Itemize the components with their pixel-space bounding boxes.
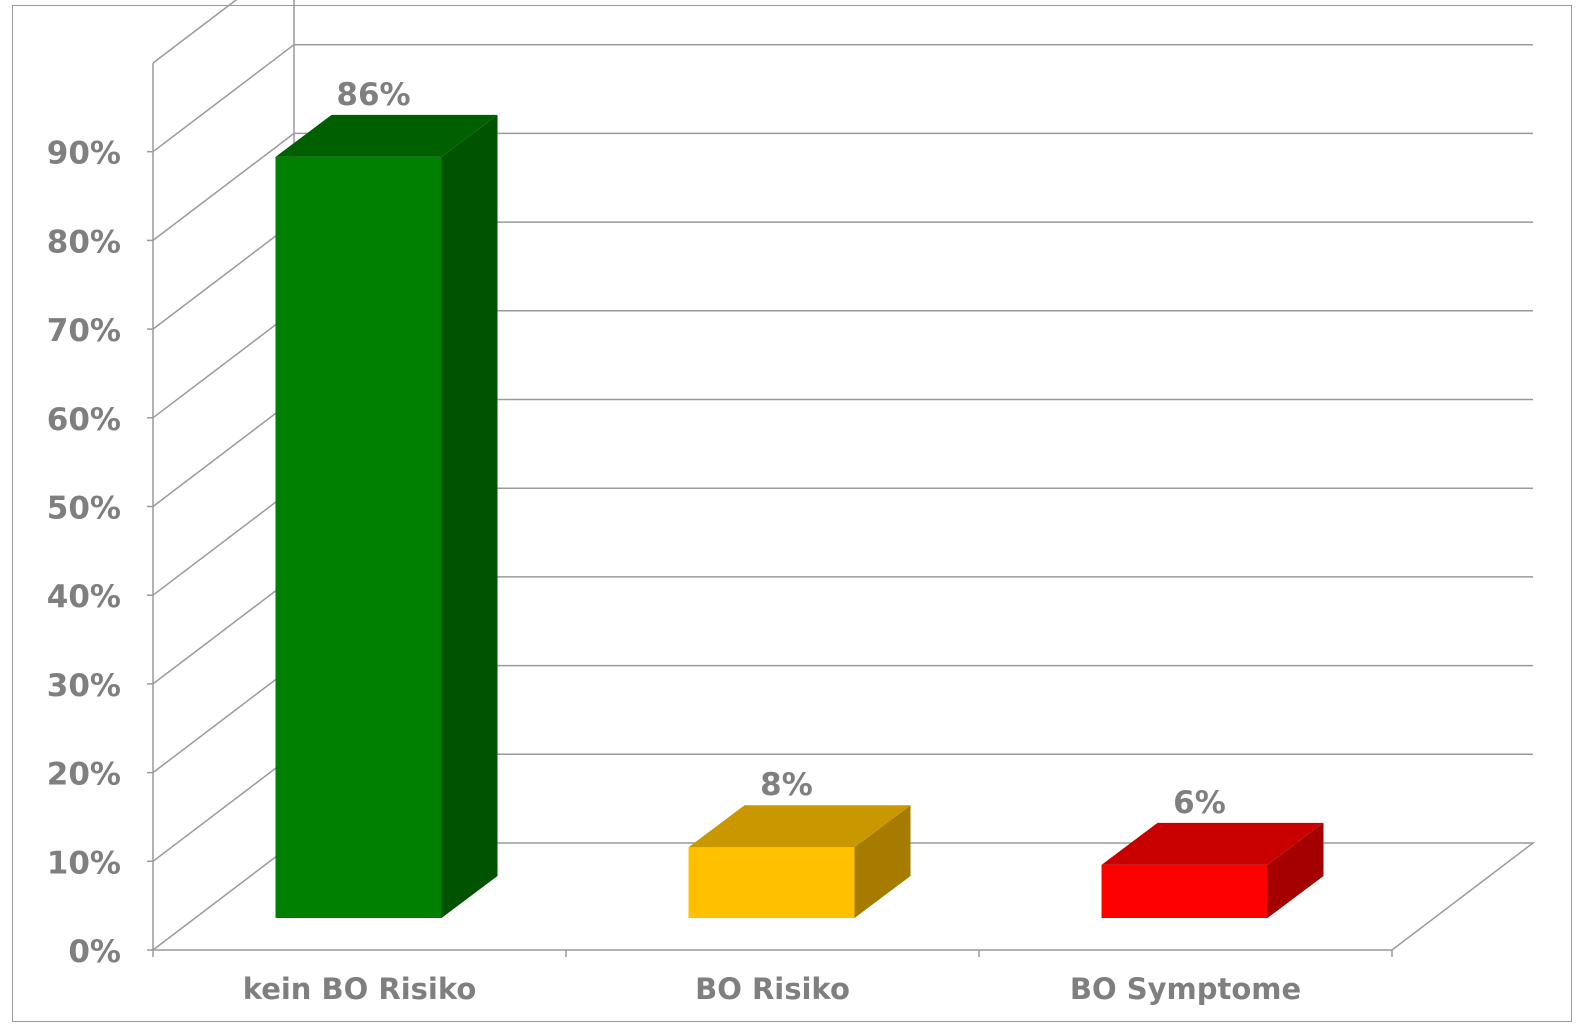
gridline-side <box>152 398 295 508</box>
gridline-side <box>152 132 295 241</box>
y-tick-label: 20% <box>47 757 121 793</box>
y-tick-label: 40% <box>47 579 121 615</box>
gridline-side <box>152 487 295 596</box>
data-label: 6% <box>1173 785 1226 821</box>
x-tick-label: kein BO Risiko <box>243 972 477 1006</box>
y-tick-label: 30% <box>47 668 121 704</box>
bar-side <box>854 805 911 918</box>
data-label: 86% <box>336 77 410 113</box>
y-tick-label: 0% <box>68 934 121 970</box>
x-tick-label: BO Risiko <box>695 972 850 1006</box>
bars <box>275 114 1324 918</box>
x-tick-label: BO Symptome <box>1070 972 1301 1006</box>
bar-top <box>1101 822 1324 865</box>
bar-front <box>688 847 855 918</box>
bar-side <box>1267 822 1324 918</box>
data-labels: 86% 8% 6% <box>336 77 1225 821</box>
gridline-side <box>152 665 295 774</box>
y-tick-label: 10% <box>47 845 121 881</box>
bar <box>1101 822 1324 918</box>
x-axis: kein BO Risiko BO Risiko BO Symptome <box>152 950 1393 1006</box>
y-tick-label: 50% <box>47 491 121 527</box>
y-tick-label: 90% <box>47 136 121 172</box>
y-axis: 0% 10% 20% 30% 40% 50% 60% 70% 80% 90% <box>47 136 153 970</box>
bar-side <box>441 114 498 918</box>
gridlines <box>152 43 1533 862</box>
bar-front <box>1101 864 1268 918</box>
bar <box>688 805 911 918</box>
gridline-side <box>152 44 295 153</box>
left-wall-top-edge <box>152 0 238 64</box>
gridline-side <box>152 576 295 685</box>
bar <box>275 114 498 918</box>
gridline-side <box>152 221 295 330</box>
bar-top <box>688 805 911 848</box>
y-tick-label: 70% <box>47 313 121 349</box>
bar-front <box>275 156 442 918</box>
y-tick-label: 60% <box>47 402 121 438</box>
data-label: 8% <box>760 767 813 803</box>
gridline-side <box>152 753 295 862</box>
gridline-side <box>152 310 295 419</box>
bar-top <box>275 114 498 157</box>
y-tick-label: 80% <box>47 224 121 260</box>
